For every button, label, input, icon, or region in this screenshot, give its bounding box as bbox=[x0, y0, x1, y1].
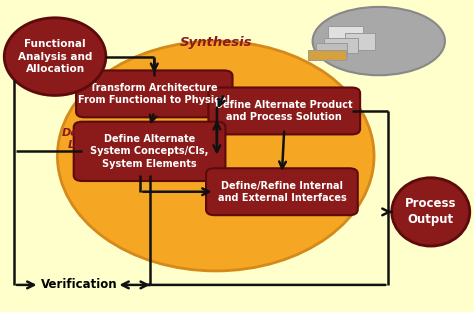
FancyBboxPatch shape bbox=[345, 32, 375, 50]
Text: Synthesis: Synthesis bbox=[180, 36, 252, 49]
Text: Process
Output: Process Output bbox=[405, 197, 456, 227]
FancyBboxPatch shape bbox=[206, 168, 358, 215]
FancyBboxPatch shape bbox=[74, 122, 226, 181]
FancyBboxPatch shape bbox=[328, 26, 364, 46]
Text: Define Alternate Product
and Process Solution: Define Alternate Product and Process Sol… bbox=[216, 100, 353, 122]
Text: Verification: Verification bbox=[41, 278, 118, 291]
Ellipse shape bbox=[392, 178, 470, 246]
Ellipse shape bbox=[57, 41, 374, 271]
Text: Design
Loop: Design Loop bbox=[62, 128, 105, 150]
Text: Define/Refine Internal
and External Interfaces: Define/Refine Internal and External Inte… bbox=[218, 181, 346, 203]
Text: Functional
Analysis and
Allocation: Functional Analysis and Allocation bbox=[18, 39, 92, 74]
Ellipse shape bbox=[4, 18, 106, 95]
FancyBboxPatch shape bbox=[308, 50, 346, 61]
Ellipse shape bbox=[313, 7, 445, 75]
FancyBboxPatch shape bbox=[316, 43, 347, 57]
FancyBboxPatch shape bbox=[324, 38, 357, 53]
Text: Define Alternate
System Concepts/CIs,
System Elements: Define Alternate System Concepts/CIs, Sy… bbox=[91, 134, 209, 169]
FancyBboxPatch shape bbox=[76, 71, 233, 117]
FancyBboxPatch shape bbox=[209, 87, 360, 134]
Text: Transform Architecture
From Functional to Physical: Transform Architecture From Functional t… bbox=[78, 83, 230, 105]
